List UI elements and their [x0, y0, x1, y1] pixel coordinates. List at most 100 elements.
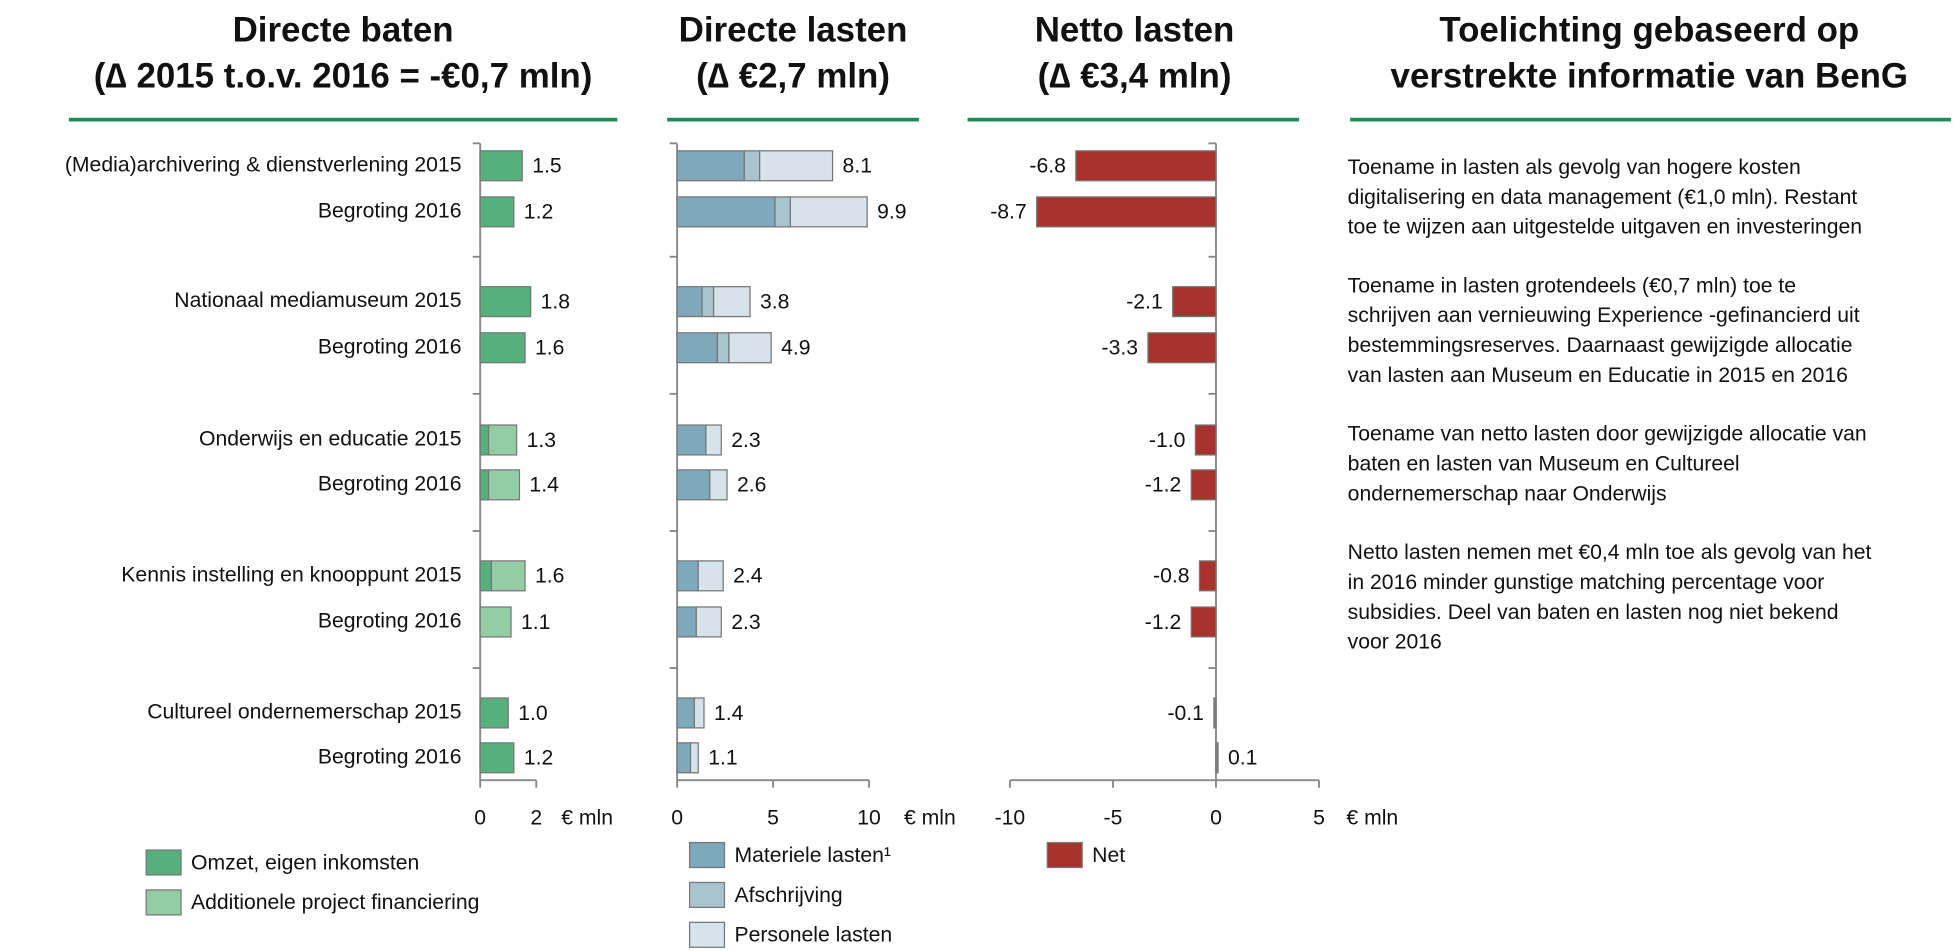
x-unit: € mln	[561, 806, 613, 829]
legend-label: Materiele lasten¹	[734, 844, 891, 867]
bar-segment	[716, 332, 730, 364]
bar-segment	[695, 606, 722, 638]
bar	[1190, 606, 1217, 638]
explanation-line: toe te wijzen aan uitgestelde uitgaven e…	[1348, 216, 1862, 239]
bar-segment	[479, 150, 523, 182]
total-label: 1.3	[527, 429, 556, 452]
bar-segment	[709, 469, 728, 501]
value-label: -3.3	[1102, 337, 1138, 360]
bar-segment	[479, 697, 509, 729]
chart-title: Netto lasten	[1035, 11, 1235, 50]
total-label: 1.1	[708, 747, 737, 770]
panel-title: Toelichting gebaseerd op	[1439, 11, 1859, 50]
explanation-line: voor 2016	[1348, 631, 1442, 654]
legend-label: Personele lasten	[734, 924, 892, 947]
explanation-line: Toename van netto lasten door gewijzigde…	[1348, 423, 1867, 446]
value-label: -1.0	[1149, 429, 1185, 452]
category-label: Onderwijs en educatie 2015	[199, 428, 461, 451]
bar	[1147, 332, 1217, 364]
x-tick-label: 0	[1210, 806, 1222, 829]
explanation-line: van lasten aan Museum en Educatie in 201…	[1348, 364, 1848, 387]
bar-segment	[774, 196, 791, 228]
chart-title: Directe baten	[233, 11, 454, 50]
bar-segment	[479, 560, 493, 592]
x-tick-label: -10	[995, 806, 1026, 829]
chart-subtitle: (∆ €3,4 mln)	[1038, 57, 1232, 96]
x-tick-label: -5	[1104, 806, 1123, 829]
chart-title: Directe lasten	[679, 11, 908, 50]
bar	[1172, 286, 1217, 318]
explanation-line: subsidies. Deel van baten en lasten nog …	[1348, 601, 1839, 624]
bar-segment	[479, 196, 515, 228]
total-label: 2.4	[733, 565, 763, 588]
value-label: -1.2	[1145, 611, 1181, 634]
category-label: (Media)archivering & dienstverlening 201…	[65, 153, 462, 176]
bar-segment	[743, 150, 761, 182]
bar-segment	[487, 424, 518, 456]
legend-label: Omzet, eigen inkomsten	[191, 851, 419, 874]
total-label: 1.5	[532, 155, 561, 178]
bar-segment	[676, 332, 719, 364]
legend-swatch	[145, 849, 182, 876]
bar-segment	[490, 560, 526, 592]
total-label: 1.2	[524, 201, 553, 224]
total-label: 1.8	[541, 290, 570, 313]
bar	[1213, 697, 1217, 729]
category-label: Begroting 2016	[318, 745, 462, 768]
legend-label: Additionele project financiering	[191, 891, 479, 914]
total-label: 1.2	[524, 747, 553, 770]
bar-segment	[676, 424, 707, 456]
category-label: Kennis instelling en knooppunt 2015	[121, 563, 461, 586]
bar-segment	[676, 742, 692, 774]
bar	[1190, 469, 1217, 501]
chart-subtitle: (∆ €2,7 mln)	[696, 57, 890, 96]
category-label: Begroting 2016	[318, 610, 462, 633]
total-label: 3.8	[760, 290, 789, 313]
explanation-line: Toename in lasten als gevolg van hogere …	[1348, 156, 1801, 179]
explanation-line: bestemmingsreserves. Daarnaast gewijzigd…	[1348, 334, 1853, 357]
bar-segment	[676, 560, 699, 592]
total-label: 1.1	[521, 611, 550, 634]
explanation-line: ondernemerschap naar Onderwijs	[1348, 482, 1667, 505]
bar-segment	[487, 469, 521, 501]
total-label: 4.9	[781, 337, 810, 360]
value-label: -1.2	[1145, 474, 1181, 497]
total-label: 9.9	[877, 201, 906, 224]
bar-segment	[689, 742, 699, 774]
bar-segment	[701, 286, 715, 318]
total-label: 1.4	[714, 702, 744, 725]
explanation-line: baten en lasten van Museum en Cultureel	[1348, 452, 1740, 475]
bar-segment	[693, 697, 705, 729]
bar	[1194, 424, 1217, 456]
bar-segment	[676, 196, 776, 228]
bar-segment	[479, 424, 490, 456]
explanation-line: schrijven aan vernieuwing Experience -ge…	[1348, 304, 1860, 327]
category-label: Begroting 2016	[318, 472, 462, 495]
bar-segment	[697, 560, 724, 592]
bar-segment	[728, 332, 772, 364]
category-label: Cultureel ondernemerschap 2015	[147, 701, 461, 724]
total-label: 2.3	[731, 429, 760, 452]
x-tick-label: 2	[530, 806, 542, 829]
bar-segment	[712, 286, 751, 318]
bar-segment	[676, 606, 697, 638]
bar-segment	[479, 469, 490, 501]
bar-segment	[676, 697, 696, 729]
category-label: Begroting 2016	[318, 199, 462, 222]
x-tick-label: 0	[474, 806, 486, 829]
bar-segment	[479, 286, 532, 318]
x-unit: € mln	[1346, 806, 1398, 829]
x-tick-label: 10	[857, 806, 881, 829]
chart-subtitle: (∆ 2015 t.o.v. 2016 = -€0,7 mln)	[94, 57, 593, 96]
x-tick-label: 5	[767, 806, 779, 829]
total-label: 1.6	[535, 337, 564, 360]
value-label: -0.8	[1153, 565, 1189, 588]
legend-label: Net	[1092, 844, 1125, 867]
bar	[1198, 560, 1217, 592]
bar-segment	[479, 606, 512, 638]
value-label: -8.7	[990, 201, 1026, 224]
value-label: 0.1	[1228, 747, 1257, 770]
bar-segment	[479, 742, 515, 774]
total-label: 2.3	[731, 611, 760, 634]
